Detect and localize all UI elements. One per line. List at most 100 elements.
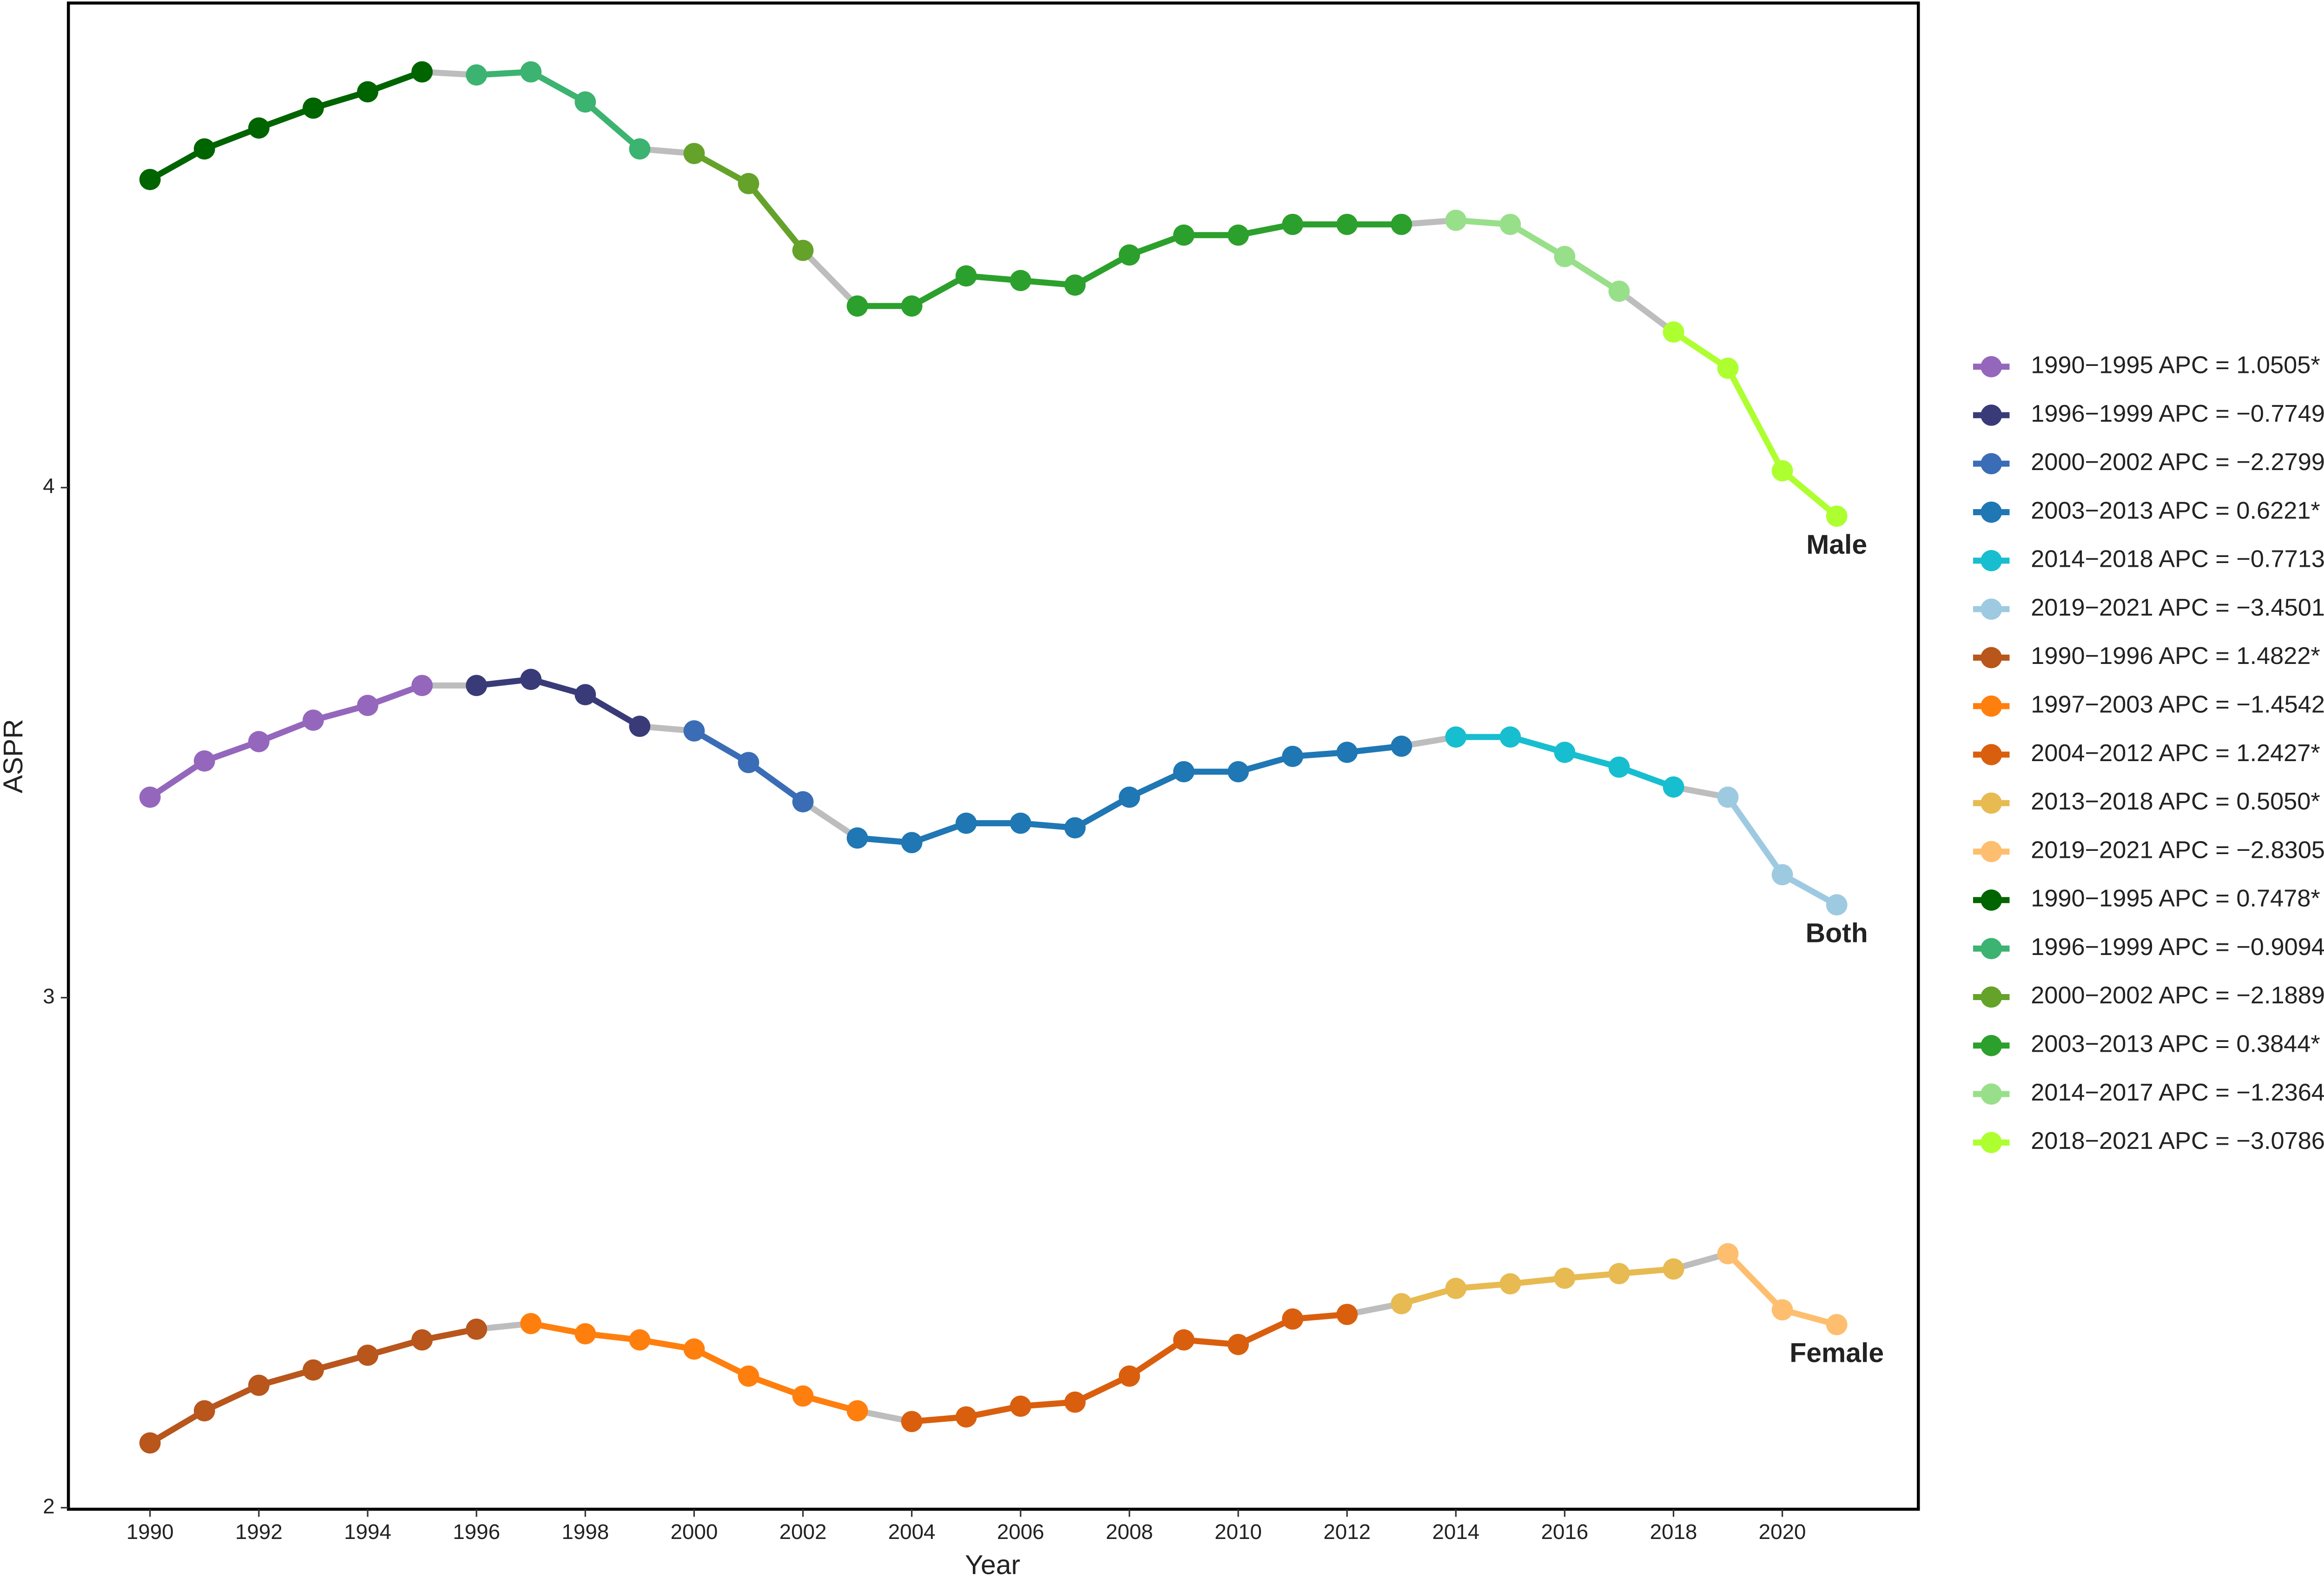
x-tick-label: 2004 [888,1520,936,1544]
legend-marker [1981,550,2002,571]
legend-marker [1981,695,2002,717]
x-tick-label: 2016 [1541,1520,1588,1544]
data-point [1608,756,1630,778]
data-point [1010,1395,1031,1417]
connector-line [799,247,861,309]
legend-marker [1981,938,2002,959]
data-point [1282,746,1303,767]
series-label: Female [1789,1338,1884,1368]
plot-frame [66,1,1920,1511]
data-point [466,64,488,86]
legend-marker [1981,841,2002,862]
data-point [1445,1278,1467,1299]
connector-line [1616,288,1677,335]
data-point [520,61,542,83]
x-tick-label: 2002 [779,1520,827,1544]
data-point [792,791,814,813]
data-point [1717,786,1739,808]
data-point [901,1411,923,1432]
segment-line [1452,217,1622,294]
data-point [846,827,868,849]
x-axis-title: Year [965,1550,1020,1580]
legend-label: 2014−2017 APC = −1.2364* [2031,1079,2324,1106]
legend-marker [1981,598,2002,620]
data-point [1228,761,1249,783]
data-point [955,812,977,834]
data-point [1064,274,1086,296]
data-point [303,710,324,731]
legend-label: 2003−2013 APC = 0.3844* [2031,1031,2320,1058]
data-point [1826,894,1848,915]
data-point [1064,817,1086,839]
data-point [1010,812,1031,834]
legend-label: 1990−1995 APC = 0.7478* [2031,885,2320,912]
data-point [193,750,215,772]
data-point [248,731,270,752]
data-point [1064,1391,1086,1413]
data-point [1608,1263,1630,1285]
legend-marker [1981,453,2002,475]
data-point [1663,776,1684,798]
data-point [357,1344,378,1366]
data-point [792,1385,814,1407]
data-point [520,1313,542,1334]
data-point [1554,245,1576,267]
x-tick-label: 1990 [126,1520,174,1544]
series-label: Male [1806,530,1867,560]
data-point [1826,505,1848,527]
data-point [738,1365,759,1387]
data-point [193,1400,215,1422]
legend-label: 1990−1996 APC = 1.4822* [2031,643,2320,670]
legend-marker [1981,501,2002,523]
x-tick-label: 2020 [1759,1520,1806,1544]
segment-line [473,676,643,729]
data-point [1771,1299,1793,1320]
data-point [411,675,433,696]
data-point [955,1406,977,1428]
data-point [1173,1329,1195,1351]
data-point [411,1329,433,1351]
data-point [1336,213,1358,235]
data-point [411,61,433,83]
data-point [139,786,161,808]
data-point [1391,736,1413,757]
y-tick-label: 4 [43,474,54,498]
data-point [139,169,161,190]
data-point [1336,1304,1358,1325]
data-point [629,138,651,160]
data-point [574,684,596,705]
legend-label: 2004−2012 APC = 1.2427* [2031,740,2320,767]
data-point [357,695,378,716]
data-point [901,295,923,317]
data-point [683,1338,705,1360]
data-point [1118,786,1140,808]
x-tick-label: 2008 [1106,1520,1153,1544]
legend-label: 2000−2002 APC = −2.2799* [2031,449,2324,476]
legend-marker [1981,792,2002,814]
data-point [1336,742,1358,763]
legend-label: 2000−2002 APC = −2.1889* [2031,982,2324,1009]
data-point [1771,460,1793,482]
x-tick-label: 1998 [561,1520,609,1544]
legend-label: 1990−1995 APC = 1.0505* [2031,352,2320,379]
x-tick-label: 1992 [235,1520,283,1544]
data-point [955,265,977,287]
legend-label: 2019−2021 APC = −2.8305 [2031,836,2324,863]
y-axis-title: ASPR [0,719,28,793]
x-tick-label: 2000 [670,1520,718,1544]
data-point [248,117,270,139]
data-point [1826,1314,1848,1335]
legend-marker [1981,647,2002,669]
data-point [1499,1273,1521,1294]
data-point [738,752,759,773]
data-point [792,239,814,261]
data-point [303,97,324,119]
data-point [1228,224,1249,246]
data-point [357,81,378,103]
data-point [1445,210,1467,231]
data-point [1663,321,1684,343]
data-point [1118,1365,1140,1387]
data-point [1554,1267,1576,1289]
data-point [1608,280,1630,302]
